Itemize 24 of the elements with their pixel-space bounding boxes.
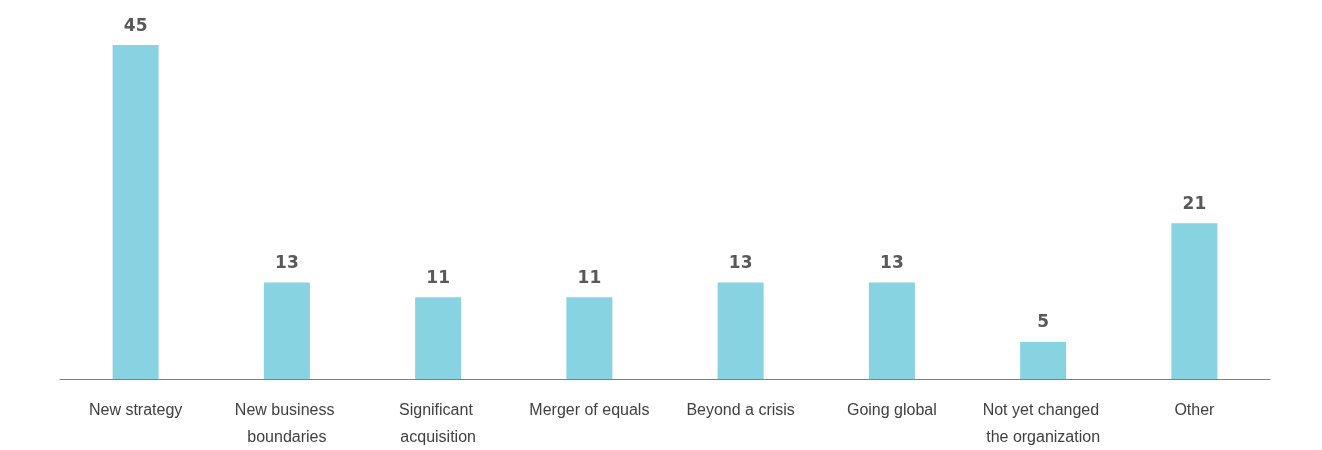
x-tick-label: Other: [1174, 401, 1216, 418]
data-label: 11: [426, 266, 450, 287]
bar: [868, 282, 915, 379]
x-tick-label: New strategy: [88, 401, 183, 418]
x-tick-label: Going global: [846, 401, 937, 418]
x-tick-label: New business boundaries: [234, 401, 339, 445]
data-label: 45: [123, 14, 148, 35]
x-tick-label: Beyond a crisis: [686, 401, 795, 418]
data-label: 13: [275, 252, 299, 273]
data-label: 13: [728, 252, 753, 273]
bar: [112, 45, 159, 379]
data-label: 5: [1037, 311, 1050, 332]
data-label: 11: [577, 266, 602, 287]
bar: [415, 297, 462, 379]
data-label: 21: [1182, 192, 1207, 213]
bar: [1020, 341, 1067, 379]
bar: [566, 297, 613, 379]
data-label: 13: [880, 252, 904, 273]
x-tick-label: Significant acquisition: [398, 401, 478, 445]
bar: [717, 282, 764, 379]
bar: [263, 282, 310, 379]
bar: [1171, 223, 1218, 379]
x-tick-label: Not yet changed the organization: [982, 401, 1104, 445]
x-tick-label: Merger of equals: [529, 401, 650, 418]
